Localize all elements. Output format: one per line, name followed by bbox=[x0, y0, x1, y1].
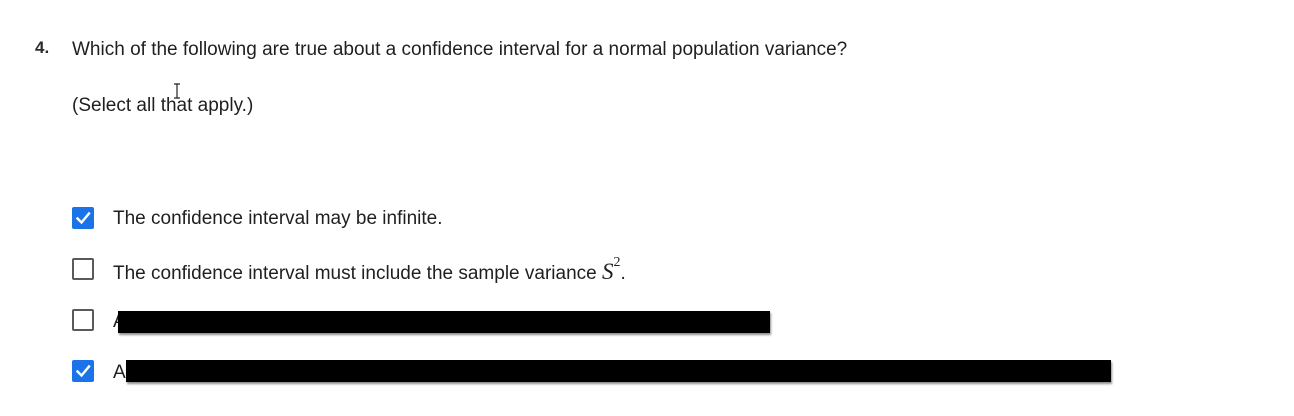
option-2[interactable]: The confidence interval must include the… bbox=[72, 255, 772, 284]
question-number: 4. bbox=[35, 38, 50, 57]
option-4[interactable] bbox=[72, 360, 1122, 386]
text-cursor-icon bbox=[174, 83, 180, 99]
option-1-checkbox[interactable] bbox=[72, 207, 94, 229]
check-icon bbox=[75, 211, 91, 225]
option-3[interactable] bbox=[72, 309, 782, 335]
option-1-label: The confidence interval may be infinite. bbox=[113, 208, 443, 229]
question-instruction: (Select all that apply.) bbox=[72, 95, 254, 116]
option-2-label: The confidence interval must include the… bbox=[113, 255, 626, 284]
question-prompt: Which of the following are true about a … bbox=[72, 39, 848, 60]
option-2-label-text: The confidence interval must include the… bbox=[113, 263, 602, 284]
option-4-checkbox[interactable] bbox=[72, 360, 94, 382]
option-3-checkbox[interactable] bbox=[72, 309, 94, 331]
option-2-checkbox[interactable] bbox=[72, 258, 94, 280]
check-icon bbox=[75, 364, 91, 378]
redaction-bar-2 bbox=[126, 360, 1111, 382]
option-1[interactable]: The confidence interval may be infinite. bbox=[72, 207, 672, 233]
option-2-math: S2 bbox=[601, 255, 621, 284]
redaction-bar-1 bbox=[118, 311, 770, 333]
option-4-label-fragment: A bbox=[113, 362, 126, 383]
